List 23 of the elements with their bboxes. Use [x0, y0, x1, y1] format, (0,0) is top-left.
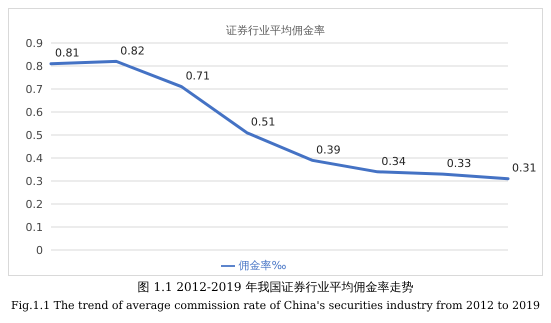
data-label: 0.82	[120, 44, 145, 58]
y-tick-label: 0.8	[26, 60, 43, 73]
data-label: 0.39	[316, 143, 341, 156]
y-tick-label: 0.1	[26, 220, 43, 234]
caption: 图 1.1 2012-2019 年我国证券行业平均佣金率走势	[136, 279, 414, 296]
y-tick-label: 0.7	[26, 82, 43, 96]
data-label: 0.81	[55, 46, 80, 60]
data-label: 0.33	[446, 157, 472, 170]
data-label: 0.34	[381, 154, 406, 168]
data-label: 0.71	[186, 70, 210, 83]
line-series	[50, 60, 510, 180]
y-tick-label: 0.4	[26, 152, 43, 165]
y-tick-label: 0.3	[26, 174, 43, 188]
legend-label: 佣金率‰	[238, 259, 286, 272]
chart-title: 证券行业平均佣金率	[226, 24, 325, 37]
y-tick-label: 0.9	[26, 36, 43, 50]
y-tick-label: 0.5	[26, 128, 43, 142]
caption: Fig.1.1 The trend of average commission rate of China's securities industry from 2012 to 2019	[10, 299, 542, 312]
y-tick-label: 0	[36, 244, 43, 257]
y-tick-label: 0.6	[26, 106, 43, 119]
data-label: 0.51	[250, 116, 276, 129]
data-label: 0.31	[512, 162, 536, 175]
y-tick-label: 0.2	[26, 198, 43, 211]
